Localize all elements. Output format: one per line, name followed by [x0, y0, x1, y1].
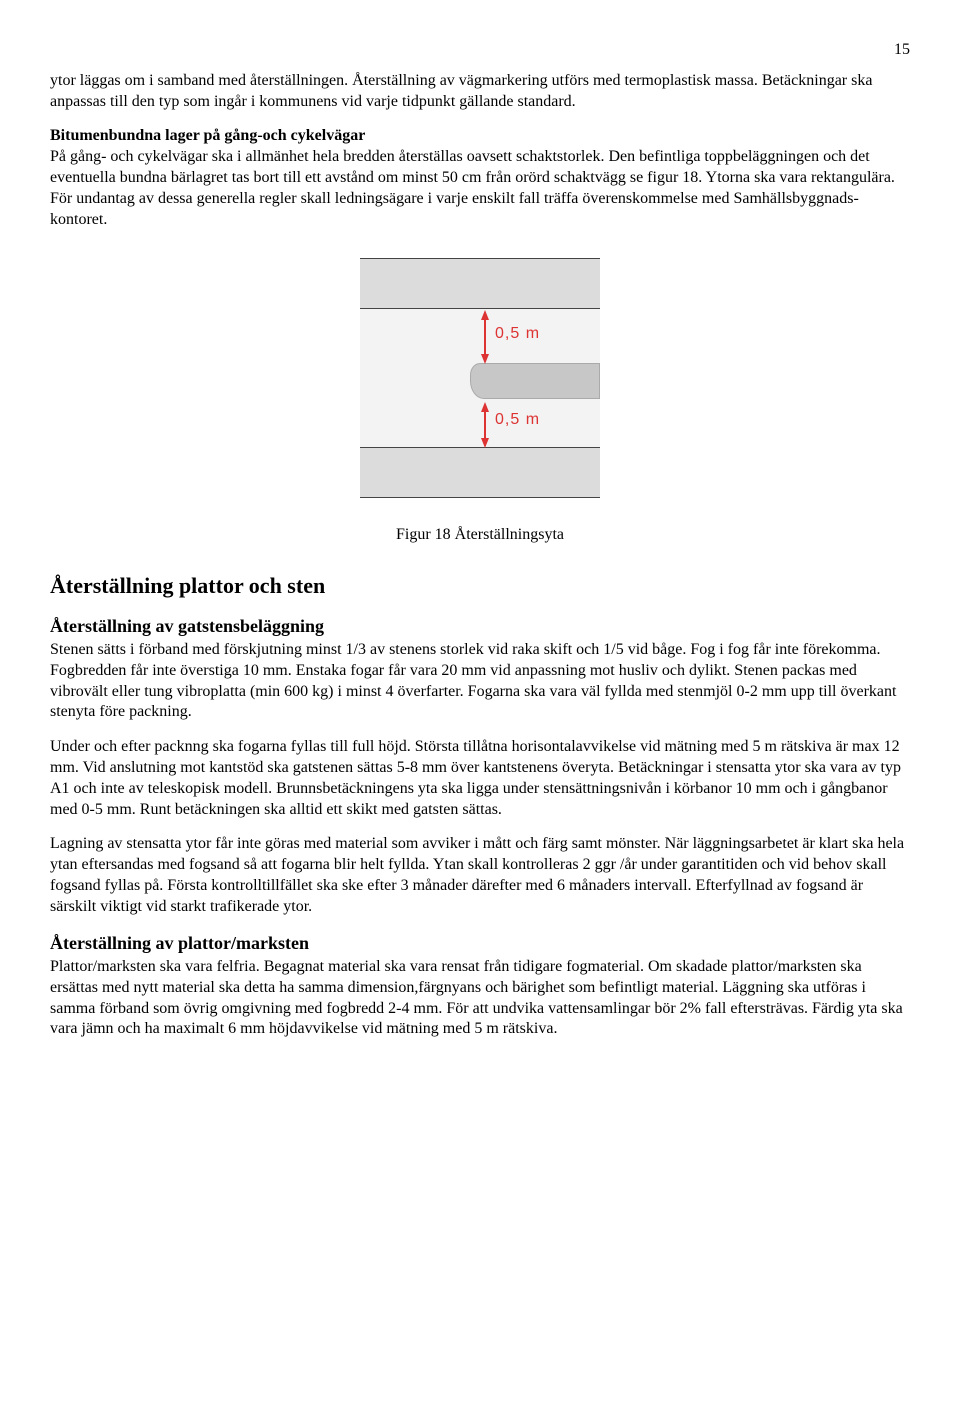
gatsten-p3: Lagning av stensatta ytor får inte göras…	[50, 834, 910, 917]
dim-line-upper	[484, 320, 486, 354]
marksten-p1: Plattor/marksten ska vara felfria. Begag…	[50, 957, 910, 1040]
dim-arrow-up-icon	[481, 310, 489, 320]
heading-gatsten: Återställning av gatstensbeläggning	[50, 615, 910, 638]
figure-18-svg: 0,5 m 0,5 m	[330, 248, 630, 508]
figure-18-caption: Figur 18 Återställningsyta	[50, 525, 910, 546]
figure-rough-shape	[470, 363, 600, 399]
heading-plattor-sten: Återställning plattor och sten	[50, 572, 910, 601]
dim-arrow-down2-icon	[481, 438, 489, 448]
bitumen-title: Bitumenbundna lager på gång-och cykelväg…	[50, 127, 365, 144]
gatsten-p2: Under och efter packnng ska fogarna fyll…	[50, 737, 910, 820]
figure-18: 0,5 m 0,5 m	[50, 248, 910, 515]
dim-line-lower	[484, 412, 486, 438]
gatsten-p1: Stenen sätts i förband med förskjutning …	[50, 640, 910, 723]
intro-paragraph: ytor läggas om i samband med återställni…	[50, 71, 910, 113]
dim-label-lower: 0,5 m	[495, 410, 540, 431]
bitumen-body: På gång- och cykelvägar ska i allmänhet …	[50, 148, 895, 227]
bitumen-paragraph: Bitumenbundna lager på gång-och cykelväg…	[50, 126, 910, 230]
dim-label-upper: 0,5 m	[495, 324, 540, 345]
page-number: 15	[50, 40, 910, 61]
heading-marksten: Återställning av plattor/marksten	[50, 932, 910, 955]
dim-arrow-down-icon	[481, 354, 489, 364]
dim-arrow-up2-icon	[481, 402, 489, 412]
